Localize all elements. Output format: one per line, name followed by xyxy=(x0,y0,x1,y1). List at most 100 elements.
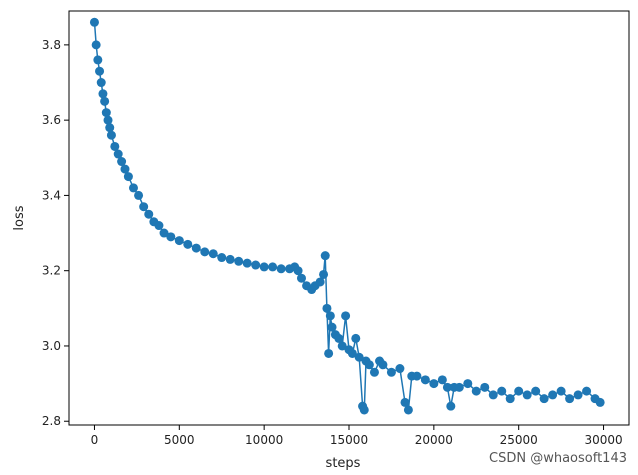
y-axis-label: loss xyxy=(12,205,27,230)
data-point xyxy=(565,394,575,404)
data-point xyxy=(134,190,144,200)
data-point xyxy=(159,228,169,238)
data-point xyxy=(259,262,269,272)
data-point xyxy=(531,386,541,396)
data-point xyxy=(354,352,364,362)
data-point xyxy=(174,236,184,246)
y-axis-ticks: 2.8 3.0 3.2 3.4 3.6 3.8 xyxy=(42,38,69,428)
data-point xyxy=(123,172,133,182)
data-point xyxy=(208,249,218,259)
data-point xyxy=(110,141,120,151)
x-tick-label: 25000 xyxy=(500,433,538,447)
y-tick-label: 3.2 xyxy=(42,264,61,278)
data-point xyxy=(386,367,396,377)
data-point xyxy=(251,260,261,270)
data-point xyxy=(582,386,592,396)
data-point xyxy=(276,264,286,274)
data-point xyxy=(497,386,507,396)
x-axis-label: steps xyxy=(326,456,361,471)
data-point xyxy=(93,55,103,65)
data-point xyxy=(341,311,351,321)
data-point xyxy=(403,405,413,415)
data-point xyxy=(442,382,452,392)
data-point xyxy=(359,405,369,415)
data-point xyxy=(166,232,176,242)
data-point xyxy=(364,360,374,370)
y-tick-label: 3.6 xyxy=(42,113,61,127)
x-tick-label: 10000 xyxy=(245,433,283,447)
data-point xyxy=(95,66,105,76)
data-point xyxy=(183,239,193,249)
data-point xyxy=(128,183,138,193)
data-point xyxy=(200,247,210,257)
x-axis-ticks: 0 5000 10000 15000 20000 25000 30000 xyxy=(91,425,623,447)
x-tick-label: 5000 xyxy=(164,433,195,447)
data-point xyxy=(488,390,498,400)
data-point xyxy=(334,333,344,343)
data-point xyxy=(412,371,422,381)
watermark-text: CSDN @whaosoft143 xyxy=(489,451,627,466)
data-point xyxy=(120,164,130,174)
data-point xyxy=(471,386,481,396)
data-point xyxy=(234,256,244,266)
x-tick-label: 0 xyxy=(91,433,99,447)
y-tick-label: 3.4 xyxy=(42,188,61,202)
data-point xyxy=(320,251,330,261)
data-point xyxy=(101,108,111,118)
data-point xyxy=(106,130,116,140)
data-point xyxy=(539,394,549,404)
data-point xyxy=(242,258,252,268)
data-point xyxy=(154,221,164,231)
data-point xyxy=(315,277,325,287)
data-point xyxy=(91,40,101,50)
data-point xyxy=(105,123,115,133)
loss-series xyxy=(89,17,605,415)
data-point xyxy=(324,348,334,358)
y-tick-label: 3.8 xyxy=(42,38,61,52)
data-point xyxy=(191,243,201,253)
data-point xyxy=(103,115,113,125)
x-tick-label: 30000 xyxy=(584,433,622,447)
data-point xyxy=(296,273,306,283)
data-point xyxy=(113,149,123,159)
data-point xyxy=(327,322,337,332)
data-point xyxy=(395,364,405,374)
data-point xyxy=(225,254,235,264)
data-point xyxy=(351,333,361,343)
data-point xyxy=(595,397,605,407)
data-point xyxy=(505,394,515,404)
data-point xyxy=(514,386,524,396)
data-point xyxy=(268,262,278,272)
data-point xyxy=(89,17,99,27)
data-point xyxy=(556,386,566,396)
data-point xyxy=(293,266,303,276)
data-point xyxy=(463,379,473,389)
data-point xyxy=(325,311,335,321)
x-tick-label: 15000 xyxy=(330,433,368,447)
data-point xyxy=(548,390,558,400)
data-point xyxy=(217,253,227,263)
data-point xyxy=(437,375,447,385)
x-tick-label: 20000 xyxy=(415,433,453,447)
data-point xyxy=(429,379,439,389)
data-point xyxy=(139,202,149,212)
data-point xyxy=(100,96,110,106)
data-point xyxy=(117,157,127,167)
data-point xyxy=(369,367,379,377)
data-point xyxy=(378,360,388,370)
data-point xyxy=(522,390,532,400)
data-point xyxy=(480,382,490,392)
data-point xyxy=(446,401,456,411)
data-point xyxy=(400,397,410,407)
data-point xyxy=(96,78,106,88)
data-point xyxy=(347,348,357,358)
data-point xyxy=(144,209,154,219)
y-tick-label: 2.8 xyxy=(42,414,61,428)
data-point xyxy=(98,89,108,99)
data-point xyxy=(420,375,430,385)
data-point xyxy=(337,341,347,351)
y-tick-label: 3.0 xyxy=(42,339,61,353)
data-point xyxy=(322,303,332,313)
data-point xyxy=(454,382,464,392)
